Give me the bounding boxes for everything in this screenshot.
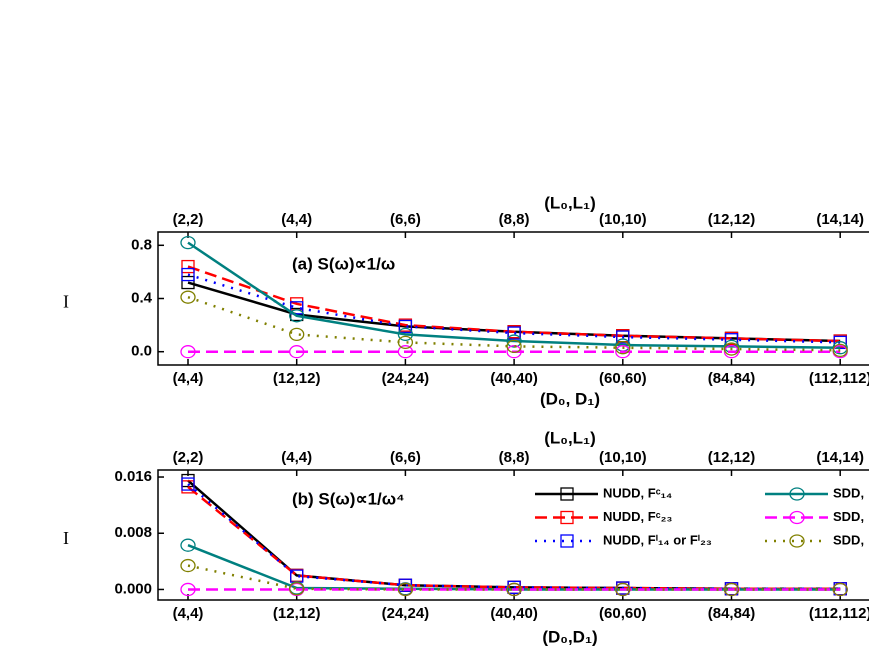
x-tick-label: (40,40) (490, 370, 538, 387)
marker (397, 582, 414, 597)
series-line (187, 479, 841, 591)
x-tick-label: (4,4) (173, 605, 204, 622)
x-tick-label: (84,84) (708, 370, 756, 387)
x-tick-label: (84,84) (708, 605, 756, 622)
legend-label: NUDD, Fᶜ₁₄ (603, 485, 672, 500)
top-tick-label: (4,4) (281, 449, 312, 466)
top-tick-label: (8,8) (499, 449, 530, 466)
marker (506, 582, 522, 597)
marker (616, 581, 630, 595)
series-line (187, 295, 841, 352)
x-tick-label: (40,40) (490, 605, 538, 622)
marker (289, 309, 305, 323)
x-tick-label: (112,112) (809, 370, 869, 387)
top-axis-title: (L₀,L₁) (544, 193, 596, 212)
top-tick-label: (8,8) (499, 211, 530, 228)
marker (290, 301, 304, 315)
x-axis-title: (D₀,D₁) (542, 627, 597, 646)
marker (615, 341, 631, 355)
marker (397, 327, 414, 342)
marker (506, 339, 522, 354)
legend-marker (789, 510, 805, 525)
legend-label: SDD, (833, 532, 864, 547)
top-tick-label: (2,2) (173, 449, 204, 466)
marker (180, 290, 196, 304)
x-tick-label: (4,4) (173, 370, 204, 387)
plot-frame (157, 469, 869, 601)
marker (506, 334, 522, 348)
marker (723, 582, 740, 597)
marker (833, 335, 847, 350)
marker (616, 330, 630, 344)
x-tick-label: (60,60) (599, 370, 647, 387)
y-axis-title: I (63, 292, 69, 312)
top-tick-label: (12,12) (708, 211, 756, 228)
marker (723, 342, 740, 356)
y-tick-label: 0.000 (114, 580, 152, 597)
marker (289, 327, 305, 342)
panel-title: (b) S(ω)∝1/ω⁴ (292, 489, 405, 508)
series-line (187, 485, 841, 591)
legend-label: NUDD, Fⁱ₁₄ or Fⁱ₂₃ (603, 532, 712, 547)
top-tick-label: (14,14) (816, 449, 864, 466)
y-tick-label: 0.8 (131, 236, 152, 253)
top-tick-label: (10,10) (599, 211, 647, 228)
top-tick-label: (14,14) (816, 211, 864, 228)
marker (181, 275, 195, 290)
legend-label: SDD, (833, 509, 864, 524)
marker (181, 259, 195, 274)
top-tick-label: (6,6) (390, 449, 421, 466)
series-line (187, 564, 841, 591)
top-tick-label: (2,2) (173, 211, 204, 228)
x-tick-label: (112,112) (809, 605, 869, 622)
x-tick-label: (60,60) (599, 605, 647, 622)
series-line (187, 483, 841, 591)
top-tick-label: (10,10) (599, 449, 647, 466)
top-axis-title: (L₀,L₁) (544, 428, 596, 447)
marker (615, 345, 631, 359)
legend-marker (560, 534, 574, 548)
legend-marker (560, 510, 574, 525)
legend-marker (560, 487, 574, 501)
panel-title: (a) S(ω)∝1/ω (292, 254, 395, 273)
marker (397, 335, 414, 350)
marker (180, 345, 196, 359)
y-tick-label: 0.008 (114, 524, 152, 541)
legend-label: NUDD, Fᶜ₂₃ (603, 509, 672, 524)
plot-frame (157, 231, 869, 366)
x-axis-title: (D₀, D₁) (540, 389, 600, 408)
marker (397, 345, 414, 359)
top-tick-label: (12,12) (708, 449, 756, 466)
marker (180, 538, 196, 552)
marker (507, 326, 521, 340)
marker (181, 267, 195, 282)
marker (832, 582, 848, 597)
legend-marker (789, 534, 805, 548)
series-line (187, 241, 841, 349)
top-tick-label: (6,6) (390, 211, 421, 228)
marker (180, 235, 196, 250)
y-tick-label: 0.4 (131, 289, 153, 306)
x-tick-label: (12,12) (273, 370, 321, 387)
x-tick-label: (24,24) (382, 370, 430, 387)
x-tick-label: (12,12) (273, 605, 321, 622)
legend-marker (789, 487, 805, 501)
series-line (187, 265, 841, 343)
y-axis-title: I (63, 528, 69, 548)
marker (180, 582, 196, 597)
marker (180, 558, 196, 573)
marker (289, 582, 305, 596)
y-tick-label: 0.016 (114, 468, 152, 485)
marker (181, 477, 195, 491)
marker (615, 582, 631, 597)
marker (289, 345, 305, 359)
legend-label: SDD, (833, 485, 864, 500)
marker (832, 343, 848, 358)
top-tick-label: (4,4) (281, 211, 312, 228)
x-tick-label: (24,24) (382, 605, 430, 622)
y-tick-label: 0.0 (131, 343, 152, 360)
marker (506, 345, 522, 359)
marker (398, 319, 413, 334)
